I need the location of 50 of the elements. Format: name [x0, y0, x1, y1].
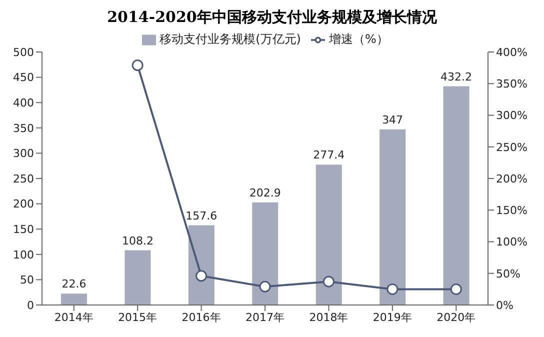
bar	[443, 86, 470, 305]
data-label: 157.6	[186, 209, 218, 222]
y2-tick-label: 50%	[496, 267, 520, 280]
point	[132, 60, 144, 72]
y-tick-label: 200	[13, 198, 34, 211]
y-tick-label: 400	[13, 96, 34, 110]
y2-tick-label: 300%	[496, 109, 528, 122]
bar	[188, 225, 214, 305]
x-tick-label: 2019年	[372, 310, 412, 324]
x-tick-label: 2016年	[182, 310, 221, 324]
y2-tick-label: 150%	[496, 204, 528, 218]
y-tick-label: 350	[13, 122, 34, 135]
x-tick-label: 2020年	[436, 310, 476, 324]
point	[322, 276, 334, 288]
point	[196, 270, 208, 282]
bar	[124, 250, 151, 305]
x-tick-label: 2017年	[246, 310, 284, 324]
x-tick-label: 2018年	[309, 310, 348, 324]
y-tick-label: 300	[13, 147, 34, 160]
bar	[316, 164, 342, 305]
data-label: 202.9	[249, 186, 281, 200]
y2-tick-label: 350%	[496, 78, 528, 91]
y2-tick-label: 0%	[496, 298, 514, 312]
legend-label: 增速（%）	[328, 32, 388, 46]
legend-label: 移动支付业务规模(万亿元)	[160, 32, 301, 46]
y-tick-label: 450	[13, 71, 34, 84]
bar	[380, 129, 406, 305]
data-label: 347	[382, 113, 404, 126]
y-tick-label: 150	[13, 223, 34, 236]
point	[450, 283, 462, 295]
y2-tick-label: 250%	[496, 140, 528, 154]
y-tick-label: 0	[27, 298, 34, 312]
data-label: 432.2	[440, 70, 472, 84]
y-tick-label: 250	[13, 172, 34, 186]
bar	[252, 202, 278, 305]
bar	[61, 294, 87, 305]
data-label: 22.6	[62, 278, 86, 291]
data-label: 277.4	[313, 148, 345, 162]
y-tick-label: 500	[13, 46, 34, 59]
point	[259, 280, 271, 292]
y2-tick-label: 100%	[496, 236, 528, 249]
x-tick-label: 2015年	[118, 310, 158, 324]
data-label: 108.2	[122, 234, 154, 248]
y2-tick-label: 400%	[496, 46, 528, 59]
point	[386, 283, 398, 295]
y-tick-label: 100	[13, 248, 34, 262]
x-tick-label: 2014年	[54, 310, 94, 324]
y2-tick-label: 200%	[496, 172, 528, 186]
chart-title: 2014-2020年中国移动支付业务规模及增长情况	[106, 8, 438, 27]
y-tick-label: 50	[20, 274, 34, 287]
